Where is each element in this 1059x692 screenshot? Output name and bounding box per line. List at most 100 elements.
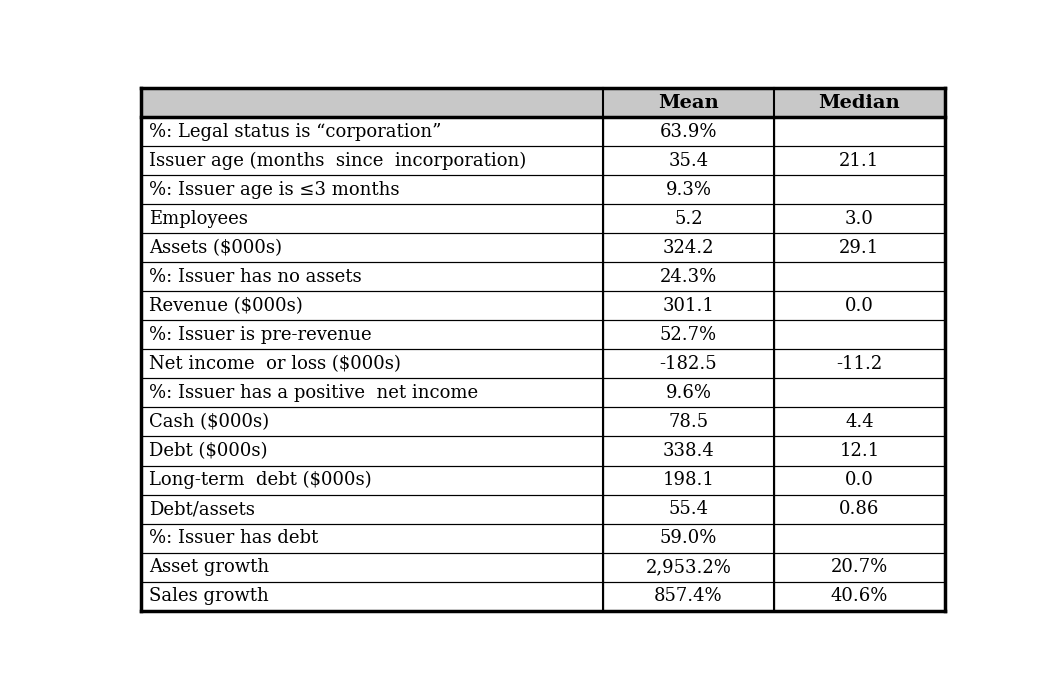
Text: 21.1: 21.1 [840,152,880,170]
Text: 5.2: 5.2 [675,210,703,228]
Text: Issuer age (months  since  incorporation): Issuer age (months since incorporation) [148,152,526,170]
Bar [141,552,603,581]
Text: 35.4: 35.4 [668,152,708,170]
Bar [603,495,774,524]
Bar [141,379,603,408]
Text: 78.5: 78.5 [668,413,708,431]
Bar [141,437,603,466]
Text: 0.0: 0.0 [845,471,874,489]
Bar [774,233,945,262]
Bar [141,524,603,552]
Text: %: Issuer has debt: %: Issuer has debt [148,529,318,547]
Bar [141,89,603,118]
Text: 29.1: 29.1 [840,239,880,257]
Bar [774,147,945,175]
Bar [603,408,774,437]
Bar [141,581,603,610]
Bar [603,291,774,320]
Bar [141,495,603,524]
Text: Revenue ($000s): Revenue ($000s) [148,297,303,315]
Text: 9.3%: 9.3% [665,181,712,199]
Bar [141,262,603,291]
Text: %: Legal status is “corporation”: %: Legal status is “corporation” [148,123,442,141]
Bar [774,175,945,204]
Text: 52.7%: 52.7% [660,326,717,344]
Bar [603,581,774,610]
Bar [774,437,945,466]
Bar [603,524,774,552]
Bar [141,118,603,147]
Text: Cash ($000s): Cash ($000s) [148,413,269,431]
Text: %: Issuer is pre-revenue: %: Issuer is pre-revenue [148,326,372,344]
Text: -11.2: -11.2 [837,355,882,373]
Bar [774,291,945,320]
Bar [603,320,774,349]
Text: Debt/assets: Debt/assets [148,500,254,518]
Text: 4.4: 4.4 [845,413,874,431]
Text: Mean: Mean [658,94,719,112]
Bar [774,320,945,349]
Text: 0.0: 0.0 [845,297,874,315]
Bar [603,204,774,233]
Text: Sales growth: Sales growth [148,587,269,605]
Bar [603,233,774,262]
Text: Median: Median [819,94,900,112]
Text: 55.4: 55.4 [668,500,708,518]
Text: 9.6%: 9.6% [665,384,712,402]
Text: Debt ($000s): Debt ($000s) [148,442,267,460]
Bar [603,552,774,581]
Bar [774,118,945,147]
Text: %: Issuer has a positive  net income: %: Issuer has a positive net income [148,384,478,402]
Text: 324.2: 324.2 [663,239,714,257]
Bar [774,524,945,552]
Text: 301.1: 301.1 [663,297,715,315]
Text: Assets ($000s): Assets ($000s) [148,239,282,257]
Text: 20.7%: 20.7% [831,558,889,576]
Text: -182.5: -182.5 [660,355,717,373]
Text: 3.0: 3.0 [845,210,874,228]
Bar [774,581,945,610]
Bar [774,262,945,291]
Bar [603,89,774,118]
Text: 24.3%: 24.3% [660,268,717,286]
Bar [141,320,603,349]
Bar [774,349,945,379]
Bar [774,379,945,408]
Bar [774,466,945,495]
Bar [141,349,603,379]
Text: 59.0%: 59.0% [660,529,717,547]
Bar [774,552,945,581]
Bar [603,466,774,495]
Text: Employees: Employees [148,210,248,228]
Text: Net income  or loss ($000s): Net income or loss ($000s) [148,355,400,373]
Text: 198.1: 198.1 [663,471,715,489]
Bar [603,349,774,379]
Bar [141,291,603,320]
Text: %: Issuer age is ≤3 months: %: Issuer age is ≤3 months [148,181,399,199]
Text: Asset growth: Asset growth [148,558,269,576]
Bar [774,408,945,437]
Bar [603,437,774,466]
Bar [141,408,603,437]
Text: 2,953.2%: 2,953.2% [646,558,732,576]
Bar [141,233,603,262]
Text: 40.6%: 40.6% [830,587,889,605]
Text: 0.86: 0.86 [839,500,880,518]
Bar [774,89,945,118]
Bar [603,379,774,408]
Bar [603,147,774,175]
Bar [141,466,603,495]
Bar [603,262,774,291]
Bar [774,204,945,233]
Text: 857.4%: 857.4% [654,587,723,605]
Text: 63.9%: 63.9% [660,123,717,141]
Text: 338.4: 338.4 [663,442,715,460]
Bar [774,495,945,524]
Bar [141,147,603,175]
Bar [141,204,603,233]
Bar [603,175,774,204]
Bar [141,175,603,204]
Text: Long-term  debt ($000s): Long-term debt ($000s) [148,471,372,489]
Text: 12.1: 12.1 [840,442,880,460]
Text: %: Issuer has no assets: %: Issuer has no assets [148,268,361,286]
